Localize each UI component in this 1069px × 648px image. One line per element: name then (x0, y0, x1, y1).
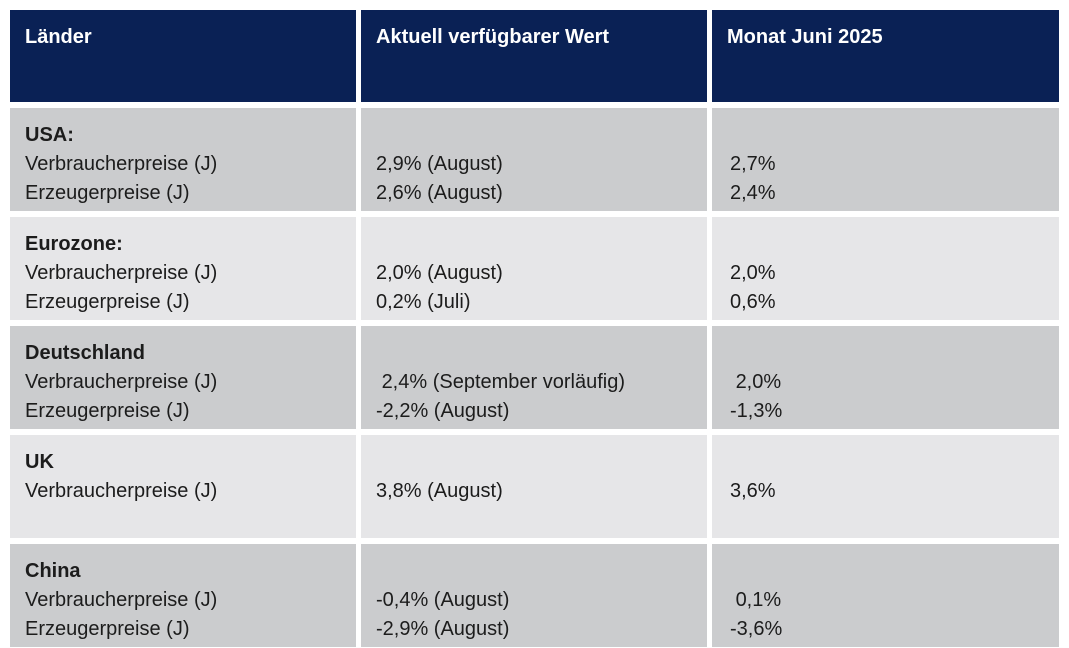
june-value: 2,0% (730, 371, 782, 393)
current-value: 2,0% (August) (376, 262, 503, 284)
header-cell-country: Länder (10, 10, 356, 102)
row-usa-june-cell: 2,7% 2,4% (712, 108, 1059, 211)
june-value: -1,3% (730, 400, 783, 422)
row-uk-country-cell: UK Verbraucherpreise (J) (10, 435, 356, 538)
june-value: 0,1% (730, 589, 782, 611)
header-label-month: Monat Juni 2025 (727, 26, 883, 48)
june-value: 0,6% (730, 291, 776, 313)
current-value: 2,6% (August) (376, 182, 503, 204)
row-china-current-cell: -0,4% (August) -2,9% (August) (361, 544, 707, 647)
header-label-current: Aktuell verfügbarer Wert (376, 26, 610, 48)
row-usa-country-cell: USA: Verbraucherpreise (J) Erzeugerpreis… (10, 108, 356, 211)
metric-label: Verbraucherpreise (J) (25, 262, 218, 284)
row-uk-current-cell: 3,8% (August) (361, 435, 707, 538)
row-eurozone-current-cell: 2,0% (August) 0,2% (Juli) (361, 217, 707, 320)
metric-label: Erzeugerpreise (J) (25, 291, 190, 313)
metric-label: Verbraucherpreise (J) (25, 371, 218, 393)
current-value: -0,4% (August) (376, 589, 510, 611)
country-name: Eurozone: (25, 233, 123, 255)
row-china-june-cell: 0,1% -3,6% (712, 544, 1059, 647)
row-china-country-cell: China Verbraucherpreise (J) Erzeugerprei… (10, 544, 356, 647)
metric-label: Verbraucherpreise (J) (25, 480, 218, 502)
row-eurozone-june-cell: 2,0% 0,6% (712, 217, 1059, 320)
country-name: USA: (25, 124, 74, 146)
metric-label: Erzeugerpreise (J) (25, 182, 190, 204)
country-name: UK (25, 451, 54, 473)
current-value: 3,8% (August) (376, 480, 503, 502)
metric-label: Verbraucherpreise (J) (25, 589, 218, 611)
row-deutschland-country-cell: Deutschland Verbraucherpreise (J) Erzeug… (10, 326, 356, 429)
metric-label: Erzeugerpreise (J) (25, 400, 190, 422)
metric-label: Verbraucherpreise (J) (25, 153, 218, 175)
row-deutschland-june-cell: 2,0% -1,3% (712, 326, 1059, 429)
row-uk-june-cell: 3,6% (712, 435, 1059, 538)
current-value: 2,9% (August) (376, 153, 503, 175)
header-cell-current: Aktuell verfügbarer Wert (361, 10, 707, 102)
june-value: -3,6% (730, 618, 783, 640)
current-value: 0,2% (Juli) (376, 291, 471, 313)
current-value: -2,2% (August) (376, 400, 510, 422)
row-eurozone-country-cell: Eurozone: Verbraucherpreise (J) Erzeuger… (10, 217, 356, 320)
row-deutschland-current-cell: 2,4% (September vorläufig) -2,2% (August… (361, 326, 707, 429)
june-value: 2,4% (730, 182, 776, 204)
june-value: 3,6% (730, 480, 776, 502)
country-name: China (25, 560, 81, 582)
current-value: 2,4% (September vorläufig) (376, 371, 626, 393)
june-value: 2,7% (730, 153, 776, 175)
inflation-table: Länder Aktuell verfügbarer Wert Monat Ju… (10, 10, 1059, 647)
country-name: Deutschland (25, 342, 146, 364)
header-cell-month: Monat Juni 2025 (712, 10, 1059, 102)
current-value: -2,9% (August) (376, 618, 510, 640)
row-usa-current-cell: 2,9% (August) 2,6% (August) (361, 108, 707, 211)
header-label-country: Länder (25, 26, 92, 48)
metric-label: Erzeugerpreise (J) (25, 618, 190, 640)
june-value: 2,0% (730, 262, 776, 284)
